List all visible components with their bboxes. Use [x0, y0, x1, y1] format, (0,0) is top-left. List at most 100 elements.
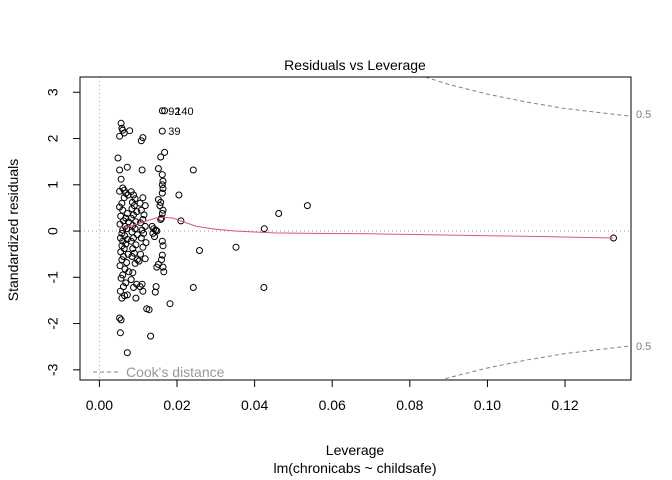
data-point: [160, 268, 168, 276]
data-point: [137, 219, 144, 227]
x-tick-label: 0.06: [319, 397, 346, 413]
data-point: [123, 163, 131, 171]
data-point: [116, 262, 124, 270]
data-point: [141, 202, 149, 210]
x-axis: 0.00 0.02 0.04 0.06 0.08 0.10 0.12: [86, 379, 579, 413]
cook-level-lower-label: 0.5: [636, 341, 651, 353]
x-axis-label: Leverage: [326, 442, 385, 458]
legend-label: Cook's distance: [126, 364, 225, 380]
data-point: [158, 171, 166, 179]
data-point: [260, 225, 268, 233]
x-tick-label: 0.08: [396, 397, 423, 413]
data-point: [127, 237, 135, 245]
data-point: [139, 194, 147, 202]
data-point: [121, 292, 129, 300]
data-point: [159, 263, 167, 271]
data-point: [196, 247, 203, 254]
data-point: [303, 202, 311, 210]
smoothed-trend-line: [119, 216, 614, 239]
data-point: [129, 245, 137, 253]
cooks-distance-upper-contour: [425, 77, 631, 117]
data-point: [127, 214, 135, 222]
data-point: [116, 187, 124, 195]
data-point: [119, 206, 127, 214]
data-point: [161, 107, 169, 115]
data-point: [161, 148, 169, 156]
data-point: [137, 234, 145, 242]
data-point: [156, 202, 164, 210]
data-point: [177, 217, 185, 225]
data-point: [139, 134, 147, 142]
data-points: [114, 107, 617, 357]
data-point: [154, 165, 162, 173]
x-axis-subtitle: lm(chronicabs ~ childsafe): [273, 460, 436, 476]
data-point: [130, 284, 137, 291]
data-point: [116, 314, 124, 322]
cooks-distance-lower-contour: [439, 345, 631, 380]
data-point: [122, 279, 130, 287]
data-point: [123, 259, 131, 266]
data-point: [159, 185, 167, 192]
data-point: [158, 127, 166, 135]
data-point: [141, 255, 149, 263]
y-tick-label: 0: [45, 227, 61, 235]
legend: Cook's distance: [93, 364, 225, 380]
data-point: [123, 349, 131, 357]
data-point: [138, 166, 146, 174]
x-tick-label: 0.02: [163, 397, 190, 413]
reference-lines: [80, 77, 631, 380]
y-axis-label: Standardized residuals: [5, 159, 21, 301]
y-tick-label: 2: [45, 134, 61, 142]
data-point: [158, 181, 166, 189]
data-point: [125, 268, 133, 276]
data-point: [135, 257, 143, 265]
data-point: [157, 216, 165, 223]
data-point: [232, 243, 240, 251]
data-point: [117, 175, 125, 183]
data-point: [116, 166, 124, 174]
x-tick-label: 0.04: [241, 397, 268, 413]
data-point: [159, 242, 167, 250]
data-point: [158, 107, 166, 115]
x-tick-label: 0.00: [86, 397, 113, 413]
data-point: [128, 253, 136, 260]
y-tick-label: -2: [45, 317, 61, 330]
data-point: [118, 124, 126, 132]
y-axis: -3 -2 -1 0 1 2 3: [45, 88, 81, 376]
data-point: [139, 243, 147, 251]
data-point: [140, 211, 148, 219]
data-point: [129, 269, 137, 277]
data-point: [117, 316, 125, 324]
data-point: [118, 199, 126, 207]
y-tick-label: -1: [45, 271, 61, 284]
data-point: [158, 256, 165, 264]
data-point: [137, 250, 144, 258]
data-point: [275, 210, 283, 217]
plot-frame: [79, 76, 632, 381]
cooks-distance-contours: [425, 77, 631, 380]
y-tick-label: 3: [45, 88, 61, 96]
data-point: [130, 191, 137, 199]
point-label: 39: [168, 126, 180, 138]
data-point: [127, 276, 135, 284]
data-point: [116, 132, 124, 140]
data-point: [117, 119, 125, 127]
data-point: [139, 287, 147, 295]
point-label: 92: [168, 106, 180, 118]
data-point: [133, 231, 141, 239]
data-point: [117, 274, 125, 282]
data-point: [116, 287, 124, 295]
data-point: [175, 191, 183, 199]
data-point: [158, 237, 166, 245]
data-point: [189, 284, 197, 291]
y-tick-label: 1: [45, 181, 61, 189]
cook-level-upper-label: 0.5: [636, 109, 651, 121]
data-point: [159, 177, 167, 185]
data-point: [153, 227, 161, 235]
data-point: [122, 240, 130, 248]
data-point: [147, 332, 155, 340]
data-point: [138, 226, 146, 234]
chart-title: Residuals vs Leverage: [284, 57, 426, 73]
